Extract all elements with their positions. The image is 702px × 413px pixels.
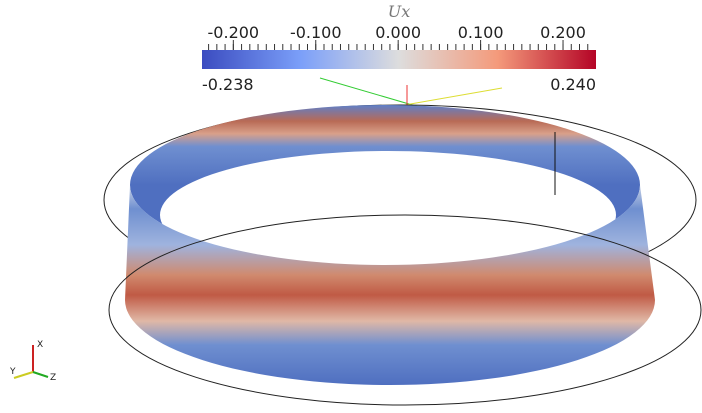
color-legend: Ux -0.238 0.240 -0.200 -0.100 0.000 0.100 0.20… bbox=[202, 2, 596, 94]
axis-z: Z bbox=[50, 373, 56, 383]
tick-label: 0.200 bbox=[540, 23, 586, 42]
axis-x: X bbox=[37, 340, 43, 350]
tick-label: 0.000 bbox=[375, 23, 421, 42]
range-label: -0.238 bbox=[202, 75, 254, 94]
colorbar bbox=[202, 50, 596, 69]
outline-bottom bbox=[108, 214, 702, 406]
tick-label: 0.100 bbox=[458, 23, 504, 42]
axes-triad: X Y Z bbox=[9, 340, 56, 383]
colorbar-title: Ux bbox=[388, 2, 411, 21]
tick-label: -0.100 bbox=[290, 23, 342, 42]
range-label: 0.240 bbox=[550, 75, 596, 94]
outer-wall bbox=[125, 185, 655, 385]
tick-label: -0.200 bbox=[208, 23, 260, 42]
axis-y: Y bbox=[9, 367, 16, 377]
